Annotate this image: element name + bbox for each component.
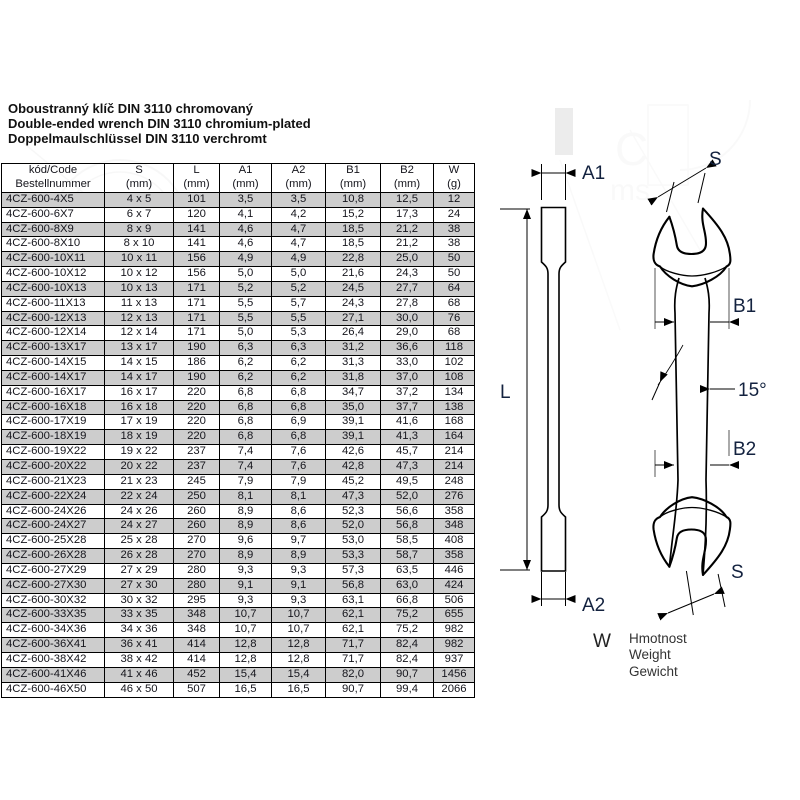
svg-text:B1: B1 bbox=[733, 296, 756, 317]
svg-text:15°: 15° bbox=[738, 380, 767, 401]
svg-text:L: L bbox=[500, 382, 511, 403]
svg-text:B2: B2 bbox=[733, 439, 756, 460]
svg-text:A1: A1 bbox=[582, 163, 605, 184]
svg-text:S: S bbox=[731, 562, 744, 583]
svg-text:S: S bbox=[709, 149, 722, 170]
svg-text:A2: A2 bbox=[582, 595, 605, 616]
